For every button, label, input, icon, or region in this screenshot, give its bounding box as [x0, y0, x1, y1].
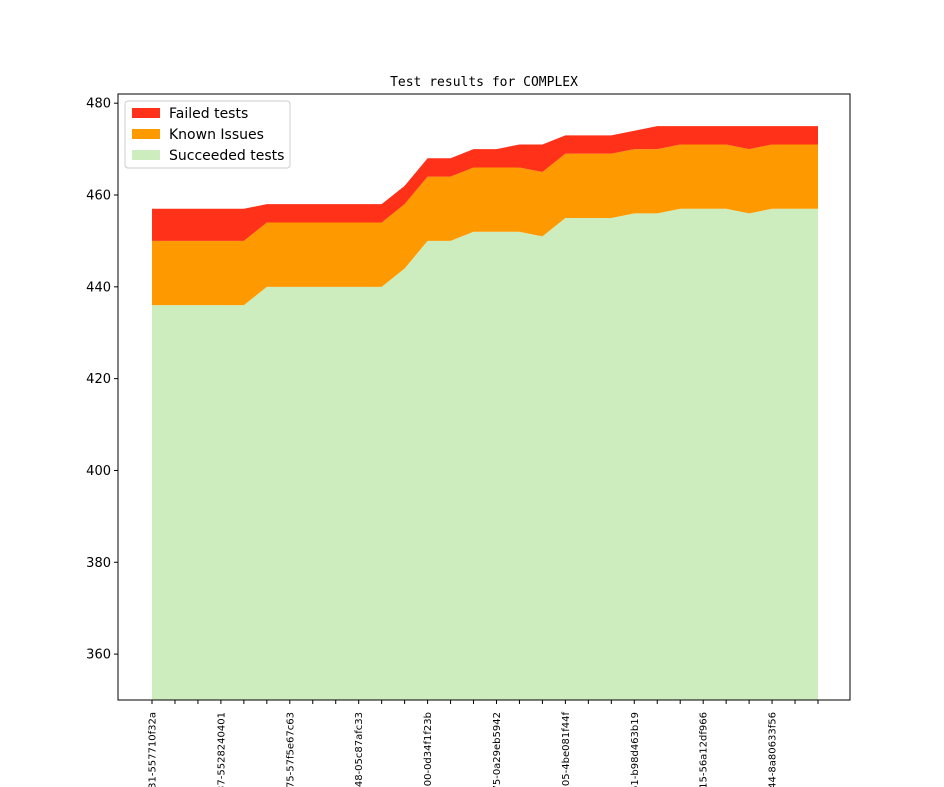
x-tick-label: 75-0a29eb5942	[492, 712, 503, 787]
y-tick-label: 440	[86, 280, 111, 295]
y-axis: 360 380 400 420 440 460 480	[86, 97, 118, 663]
y-tick-label: 360	[86, 648, 111, 663]
x-tick-label: 31-557710f32a	[148, 712, 159, 787]
y-tick-label: 420	[86, 372, 111, 387]
y-tick-label: 480	[86, 97, 111, 112]
x-tick-label: 51-b98d463b19	[630, 712, 641, 787]
area-failed-tests	[152, 126, 818, 241]
x-tick-label: 75-57f5e67c63	[285, 712, 296, 787]
x-tick-label: 44-8a80633f56	[768, 712, 779, 787]
legend-entry: Succeeded tests	[169, 148, 284, 164]
area-layer	[152, 126, 818, 700]
area-succeeded-tests	[152, 208, 818, 700]
legend-entry: Known Issues	[169, 127, 264, 143]
x-tick-label: 15-56a12df966	[699, 712, 710, 787]
x-tick-label: 00-0d34f1f23b	[423, 712, 434, 786]
legend-swatch	[132, 150, 160, 160]
y-tick-label: 400	[86, 464, 111, 479]
x-tick-label: 48-05c87afc33	[354, 712, 365, 787]
x-axis: 31-557710f32a 37-5528240401 75-57f5e67c63 4…	[148, 700, 819, 787]
legend: Failed tests Known Issues Succeeded tests	[124, 100, 291, 169]
legend-entry: Failed tests	[169, 106, 248, 122]
y-tick-label: 380	[86, 556, 111, 571]
area-known-issues	[152, 144, 818, 306]
legend-swatch	[132, 129, 160, 139]
legend-box	[124, 100, 291, 169]
legend-swatch	[132, 108, 160, 118]
x-tick-label: 37-5528240401	[216, 712, 227, 787]
x-tick-label: 05-4be081f44f	[561, 712, 572, 787]
plot-frame	[117, 93, 851, 701]
y-tick-label: 460	[86, 189, 111, 204]
chart-title: Test results for COMPLEX	[390, 75, 578, 90]
